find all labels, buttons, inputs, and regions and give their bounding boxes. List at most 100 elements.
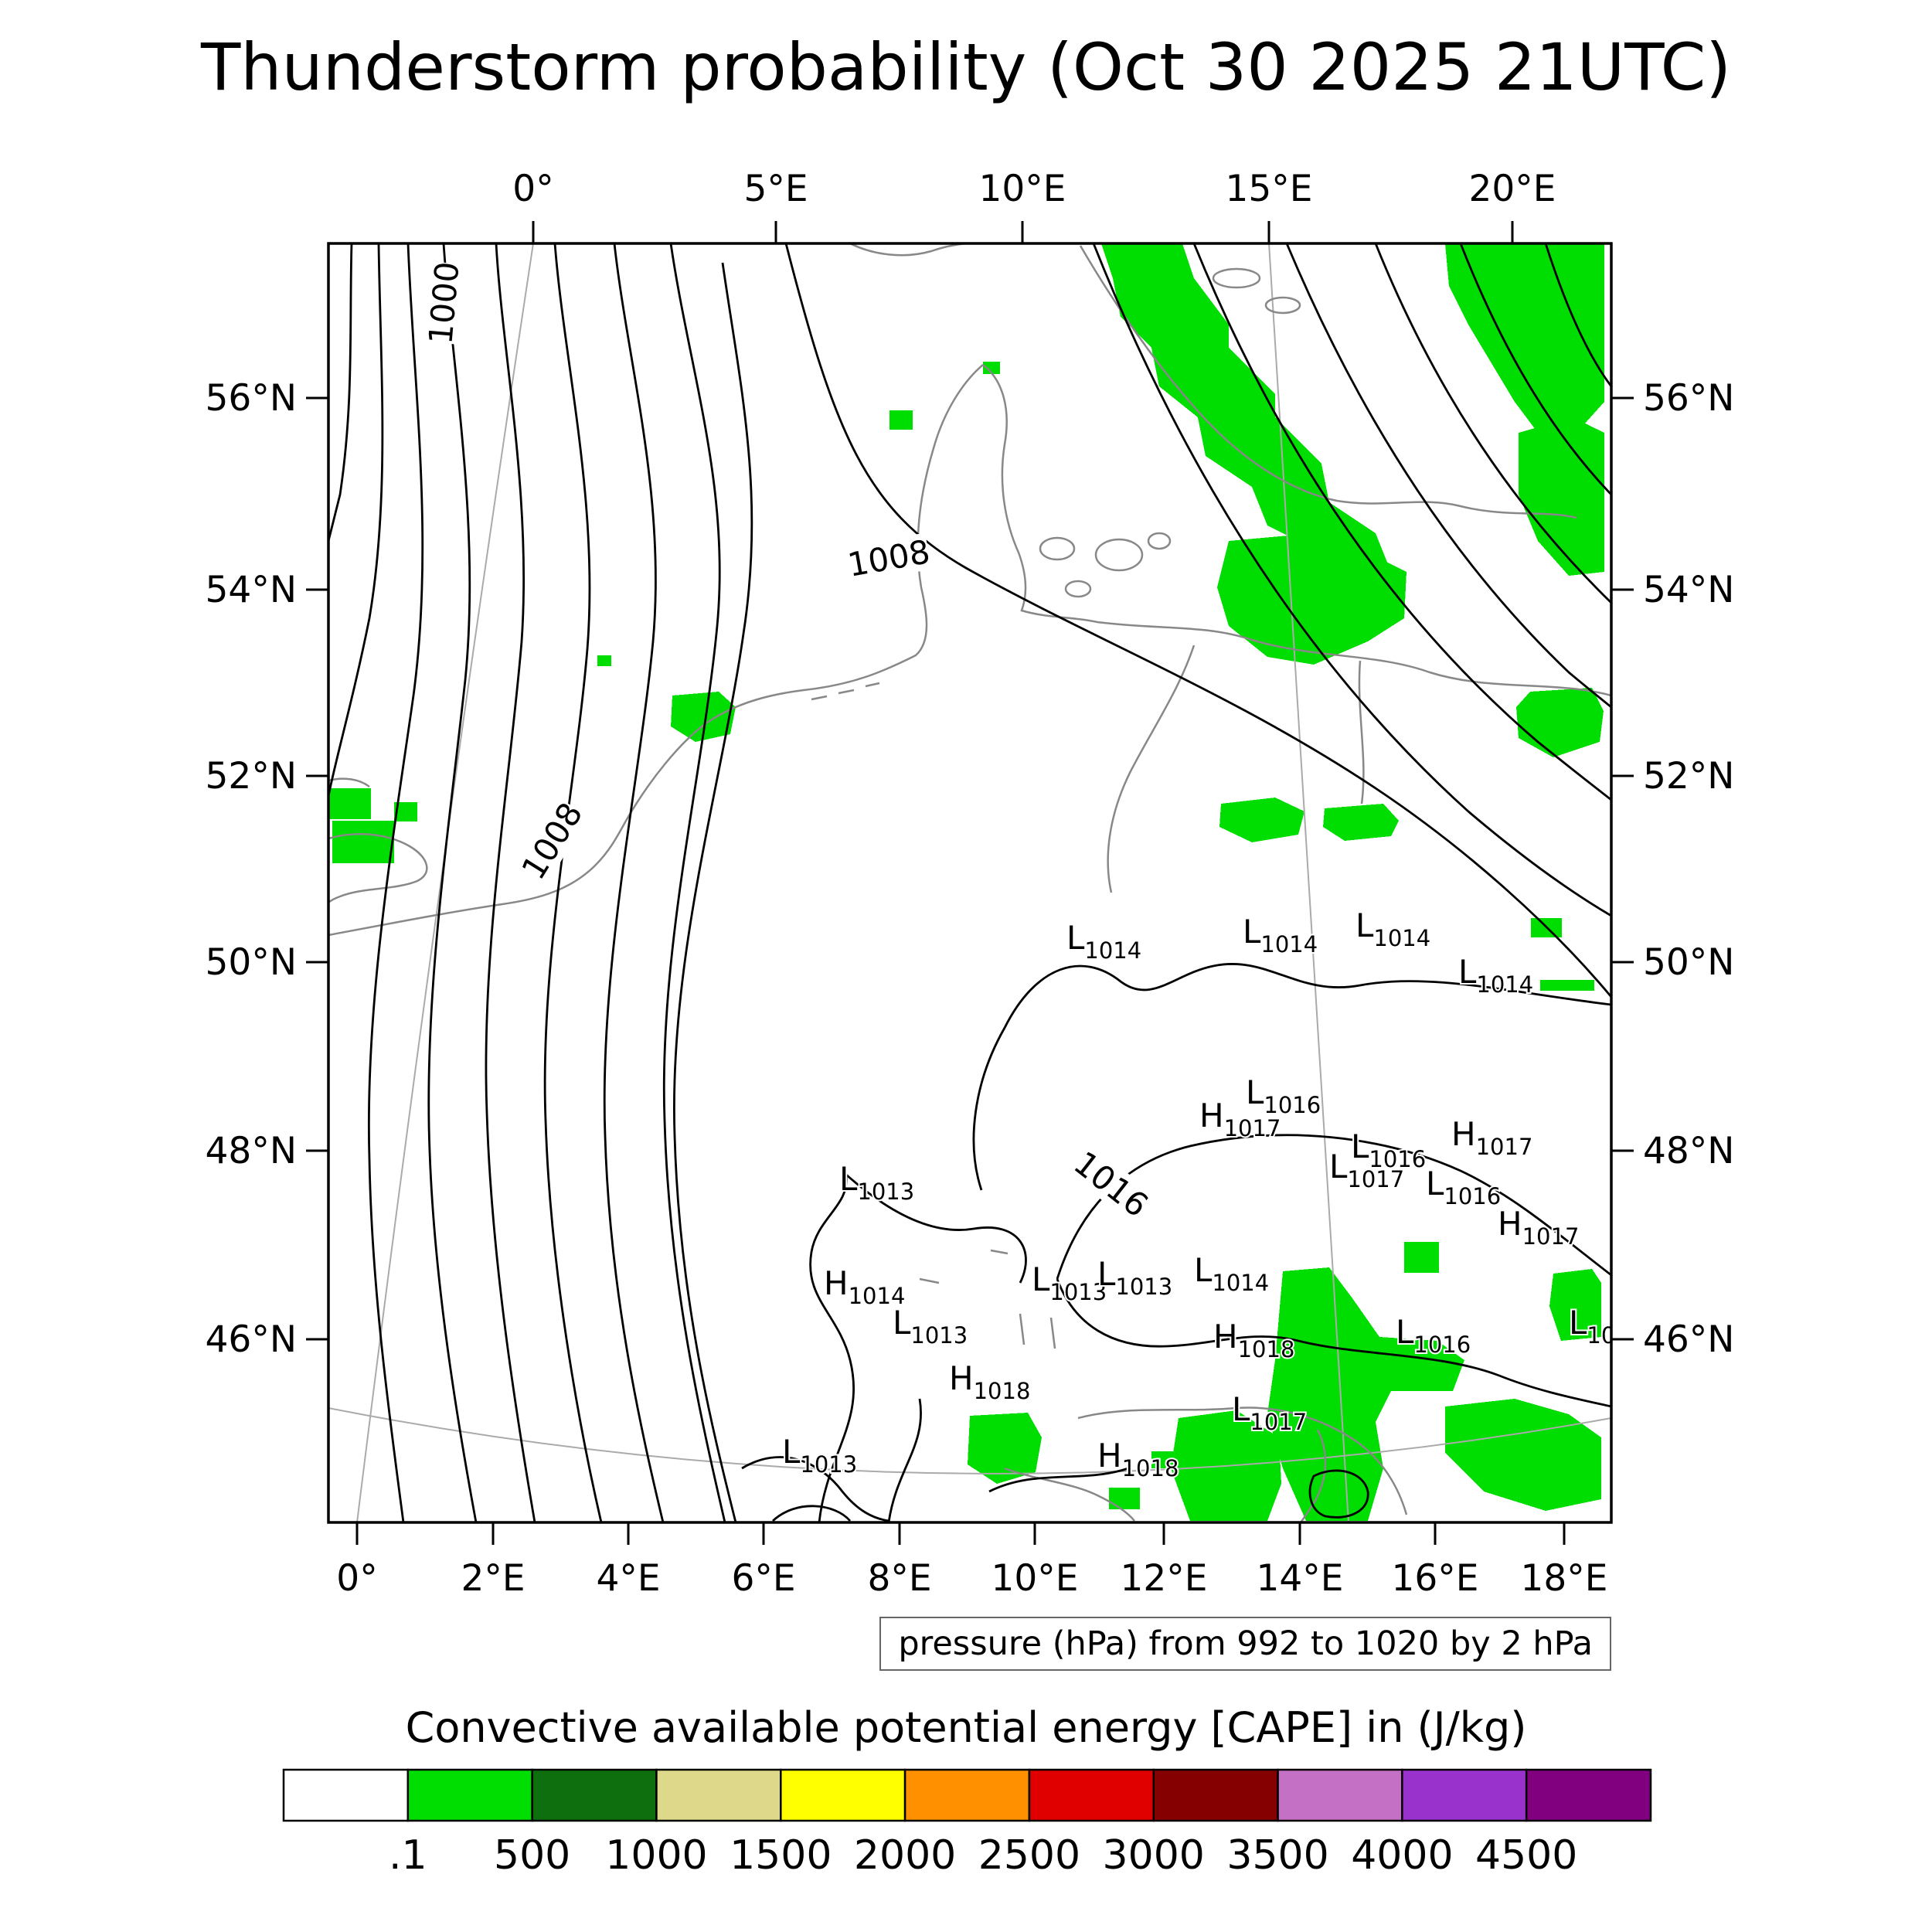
right-tick-label: 52°N <box>1643 755 1734 798</box>
colorbar-cell <box>1277 1768 1403 1822</box>
lake <box>1212 267 1261 289</box>
right-tick-label: 54°N <box>1643 569 1734 611</box>
bottom-tick-label: 8°E <box>867 1557 931 1600</box>
river <box>1358 660 1365 804</box>
bottom-tick-label: 18°E <box>1520 1557 1607 1600</box>
meridian-line <box>1268 243 1349 1522</box>
colorbar-tick-label: 2000 <box>854 1832 956 1879</box>
cape-patch <box>1404 1242 1439 1273</box>
isobar <box>328 243 384 797</box>
island <box>1039 536 1076 561</box>
map-frame <box>327 242 1613 1524</box>
cape-patch <box>968 1413 1042 1484</box>
bottom-tick-label: 14°E <box>1256 1557 1343 1600</box>
svg-text:1000: 1000 <box>421 260 466 346</box>
cape-patch <box>671 692 736 742</box>
left-tick-label: 52°N <box>206 755 297 798</box>
isobar <box>784 243 1611 998</box>
pressure-center-h: H1018 <box>1097 1437 1179 1481</box>
cape-patch <box>1519 417 1604 576</box>
coastline <box>328 833 428 903</box>
colorbar-layer: .1 500 1000 1500 2000 2500 3000 3500 4000 4500 <box>282 1768 1652 1879</box>
isobar <box>887 1398 922 1522</box>
bottom-tick-label: 4°E <box>596 1557 660 1600</box>
isobar <box>741 1456 889 1522</box>
top-tick-label: 10°E <box>978 168 1066 210</box>
isobar <box>1092 243 1611 917</box>
cape-patch <box>983 362 1000 374</box>
isobar <box>772 1505 852 1522</box>
meridian-line <box>356 243 534 1522</box>
isobar <box>1308 1469 1369 1519</box>
lake <box>1264 296 1301 315</box>
top-tick-label: 15°E <box>1225 168 1312 210</box>
pressure-center-l: L1014 <box>1194 1251 1269 1296</box>
isobar-layer <box>328 243 1611 1522</box>
pressure-center-h: H1018 <box>949 1359 1030 1404</box>
pressure-center-l: L1014 <box>1355 906 1430 951</box>
isobar <box>988 1467 1129 1493</box>
pressure-center-l: L1014 <box>1066 919 1141 964</box>
colorbar-tick-label: .1 <box>389 1832 427 1879</box>
coastline-layer <box>328 243 1611 1522</box>
right-tick-label: 46°N <box>1643 1318 1734 1361</box>
bottom-tick-label: 6°E <box>731 1557 795 1600</box>
river <box>1107 645 1196 893</box>
isobar <box>673 262 753 1522</box>
cape-patch <box>1101 243 1391 595</box>
cape-patch <box>1540 980 1594 991</box>
colorbar-cell <box>903 1768 1031 1822</box>
right-tick-label: 56°N <box>1643 377 1734 420</box>
isobar <box>662 243 726 1522</box>
island <box>1064 580 1092 598</box>
isobar <box>427 243 478 1522</box>
bottom-tick-label: 10°E <box>991 1557 1078 1600</box>
coastline <box>849 243 967 257</box>
isobar <box>1544 243 1611 387</box>
coastline <box>1300 1429 1327 1522</box>
colorbar-tick-label: 1500 <box>730 1832 832 1879</box>
coastline <box>328 820 628 937</box>
colorbar-cell <box>780 1768 906 1822</box>
island <box>1147 532 1172 550</box>
cape-patch <box>1516 688 1604 757</box>
graticule-layer <box>328 243 1611 1522</box>
pressure-center-h: H1017 <box>1199 1097 1281 1141</box>
pressure-center-l: L1013 <box>1097 1255 1172 1300</box>
pressure-center-h: H1017 <box>1451 1115 1532 1160</box>
colorbar-cell <box>1028 1768 1155 1822</box>
pressure-center-l: L1014 <box>1243 913 1318 957</box>
bottom-tick-label: 0° <box>336 1557 377 1600</box>
pressure-center-l: L1016 <box>1569 1304 1644 1349</box>
pressure-center-h: H1014 <box>824 1264 905 1309</box>
pressure-center-h: H1017 <box>1498 1205 1579 1250</box>
colorbar-title: Convective available potential energy [C… <box>405 1703 1527 1752</box>
coastline <box>328 777 370 788</box>
island-dashes <box>811 682 880 701</box>
isobar-label: 1008 <box>514 796 590 886</box>
cape-patch <box>1109 1488 1140 1509</box>
top-tick-label: 5°E <box>743 168 808 210</box>
bottom-tick-label: 16°E <box>1391 1557 1478 1600</box>
isobar <box>328 243 353 542</box>
pressure-center-l: L1016 <box>1426 1165 1501 1209</box>
colorbar-cell <box>1525 1768 1652 1822</box>
pressure-center-l: L1016 <box>1351 1128 1426 1172</box>
cape-patch <box>1151 1451 1175 1468</box>
isobar <box>809 1174 855 1522</box>
isobar <box>1003 963 1611 1029</box>
pressure-center-l: L1013 <box>893 1304 968 1349</box>
top-tick-label: 20°E <box>1468 168 1556 210</box>
colorbar-tick-label: 2500 <box>978 1832 1080 1879</box>
island <box>1094 538 1144 572</box>
isobar <box>1056 1278 1611 1408</box>
cape-patch <box>1445 243 1604 433</box>
pressure-center-l: L1013 <box>782 1433 857 1478</box>
cape-patch <box>1445 1399 1601 1511</box>
right-tick-label: 50°N <box>1643 941 1734 984</box>
left-tick-label: 56°N <box>206 377 297 420</box>
page-title: Thunderstorm probability (Oct 30 2025 21… <box>200 29 1732 105</box>
pressure-center-l: L1017 <box>1232 1390 1307 1435</box>
